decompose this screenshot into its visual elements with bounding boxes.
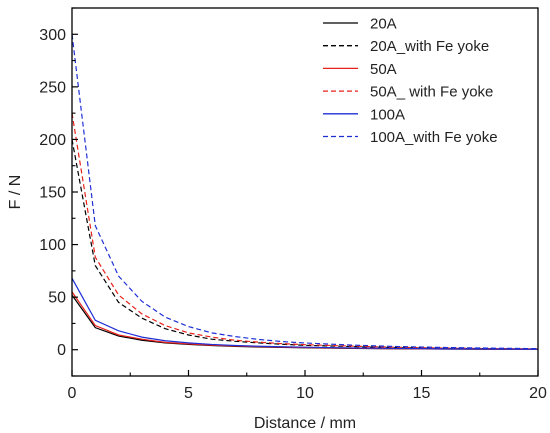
series-line-5 (72, 277, 538, 350)
x-tick-label: 15 (413, 385, 431, 402)
y-tick-label: 250 (39, 79, 66, 96)
series-line-1 (72, 294, 538, 350)
legend-label: 50A (370, 61, 397, 78)
plot-marks (72, 34, 538, 350)
legend-label: 20A_with Fe yoke (370, 38, 489, 55)
plot-frame (71, 7, 539, 377)
y-tick-label: 200 (39, 132, 66, 149)
legend-label: 20A (370, 16, 397, 33)
legend-label: 100A_with Fe yoke (370, 129, 498, 146)
y-tick-label: 100 (39, 237, 66, 254)
y-tick-label: 150 (39, 185, 66, 202)
series-line-6 (72, 34, 538, 350)
series-line-2 (72, 139, 538, 350)
x-axis-title: Distance / mm (254, 415, 356, 432)
y-axis-title: F / N (7, 175, 24, 210)
legend: 20A 20A_with Fe yoke 50A 50A_ with Fe yoke 1… (323, 16, 498, 146)
legend-label: 50A_ with Fe yoke (370, 84, 493, 101)
legend-label: 100A (370, 106, 405, 123)
x-tick-label: 10 (296, 385, 314, 402)
y-tick-label: 300 (39, 27, 66, 44)
x-tick-label: 5 (184, 385, 193, 402)
y-tick-label: 50 (48, 290, 66, 307)
x-tick-label: 20 (529, 385, 547, 402)
y-tick-label: 0 (57, 342, 66, 359)
x-tick-label: 0 (68, 385, 77, 402)
series-line-4 (72, 113, 538, 350)
